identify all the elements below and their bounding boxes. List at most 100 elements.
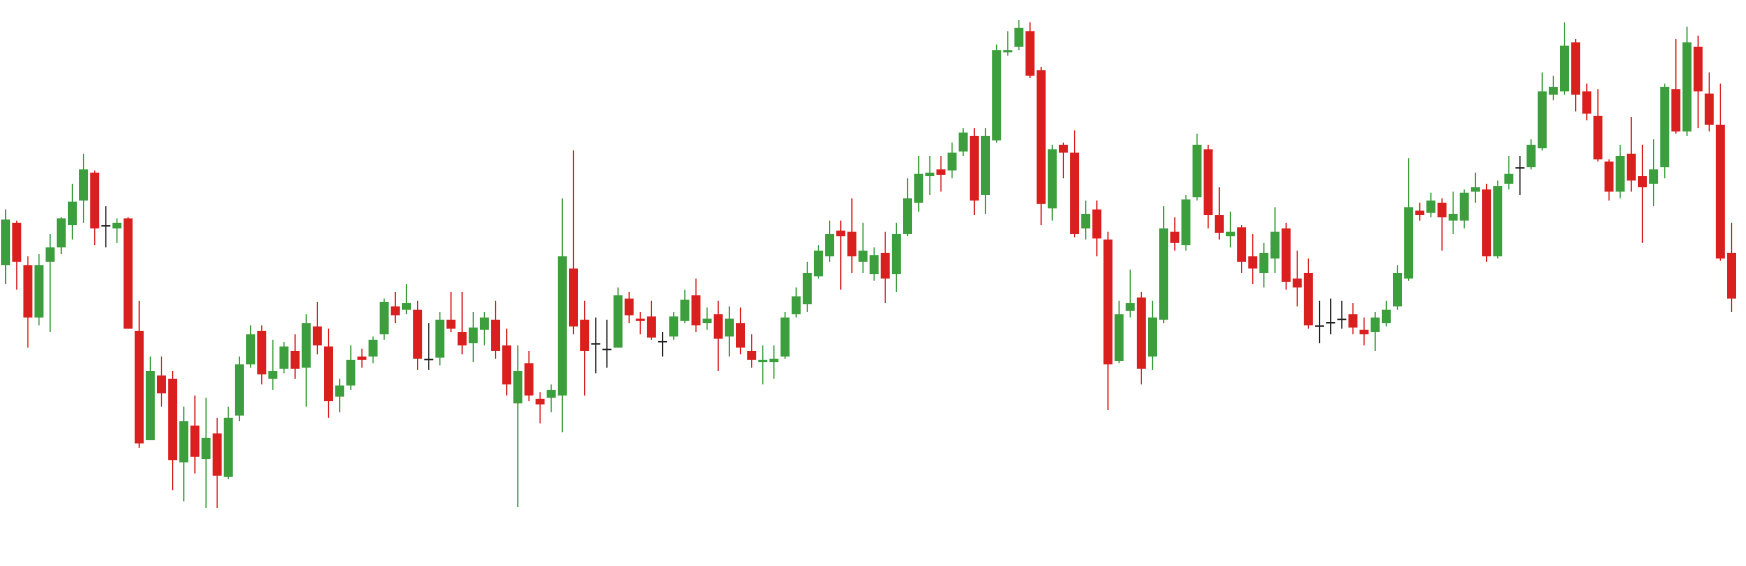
candle-body <box>691 295 701 326</box>
candle-body <box>1671 89 1681 132</box>
candle-body <box>1727 252 1737 299</box>
candle-body <box>1148 317 1158 357</box>
candle-body <box>56 218 66 248</box>
candle-body <box>23 265 33 318</box>
candle-body <box>1582 91 1592 114</box>
candle-body <box>635 318 645 321</box>
candle-body <box>914 173 924 203</box>
candle-body <box>1047 149 1057 209</box>
candle-body <box>1248 256 1258 269</box>
candle-body <box>1 219 11 266</box>
candle-body <box>980 135 990 195</box>
candle-body <box>379 301 389 335</box>
candle-body <box>1515 167 1525 169</box>
candle-body <box>1292 278 1302 288</box>
candle-body <box>1114 314 1124 361</box>
candle-body <box>747 350 757 360</box>
candle-body <box>168 378 178 461</box>
candle-body <box>1203 149 1213 216</box>
candle-body <box>1392 272 1402 307</box>
candle-body <box>847 231 857 257</box>
candle-body <box>468 327 478 344</box>
candle-body <box>858 250 868 262</box>
candle-body <box>79 169 89 201</box>
candle-body <box>891 233 901 275</box>
candle-body <box>1548 86 1558 95</box>
candle-body <box>90 172 100 229</box>
candle-body <box>1070 152 1080 234</box>
candle-body <box>12 222 22 262</box>
candle-body <box>969 135 979 201</box>
candle-body <box>246 334 256 365</box>
candle-body <box>401 303 411 310</box>
candle-body <box>1270 231 1280 259</box>
candle-body <box>702 318 712 324</box>
candle-body <box>335 385 345 397</box>
candle-body <box>1482 189 1492 257</box>
candle-body <box>1649 169 1659 184</box>
candle-body <box>1058 144 1068 153</box>
candle-body <box>791 296 801 315</box>
candle-body <box>869 255 879 275</box>
candle-body <box>758 359 768 363</box>
candle-body <box>1303 272 1313 326</box>
candle-body <box>346 359 356 386</box>
candle-body <box>268 371 278 379</box>
candle-body <box>602 348 612 351</box>
candle-body <box>1125 303 1135 311</box>
candle-body <box>1682 42 1692 132</box>
candle-body <box>802 272 812 305</box>
candle-body <box>1426 200 1436 213</box>
candle-body <box>1493 186 1503 257</box>
candle-body <box>1370 317 1380 333</box>
candle-body <box>1214 215 1224 233</box>
candle-body <box>112 222 122 229</box>
candle-body <box>1459 192 1469 221</box>
candle-body <box>780 317 790 357</box>
candle-body <box>234 364 244 416</box>
candle-body <box>123 218 133 329</box>
candle-body <box>201 437 211 460</box>
candle-body <box>301 323 311 368</box>
candle-body <box>958 132 968 152</box>
candle-body <box>646 316 656 338</box>
candle-body <box>1315 325 1325 327</box>
candle-body <box>546 389 556 398</box>
candle-body <box>1136 297 1146 369</box>
candle-body <box>1526 144 1536 168</box>
candle-body <box>557 256 567 396</box>
candle-body <box>1003 50 1013 53</box>
candle-body <box>992 50 1002 141</box>
candle-body <box>190 425 200 457</box>
candle-body <box>1092 209 1102 239</box>
candle-body <box>457 332 467 346</box>
candle-body <box>1571 42 1581 95</box>
candle-body <box>1504 173 1514 184</box>
candle-body <box>1103 239 1113 365</box>
candle-body <box>1660 86 1670 168</box>
candle-body <box>413 309 423 359</box>
candle-body <box>1326 321 1336 324</box>
candle-body <box>880 252 890 279</box>
candle-body <box>1637 176 1647 188</box>
candle-body <box>1081 213 1091 229</box>
candle-body <box>669 316 679 337</box>
candle-body <box>925 172 935 177</box>
candle-body <box>257 330 267 375</box>
candle-body <box>1359 329 1369 335</box>
candle-body <box>1704 93 1714 125</box>
candle-body <box>1404 207 1414 279</box>
candle-body <box>1259 252 1269 273</box>
candle-body <box>45 247 55 262</box>
candle-body <box>1159 228 1169 320</box>
candle-body <box>357 356 367 360</box>
candle-body <box>424 358 434 361</box>
candle-body <box>1025 31 1035 76</box>
candle-body <box>947 152 957 171</box>
candle-body <box>825 233 835 257</box>
candle-body <box>658 340 668 343</box>
candle-body <box>1237 227 1247 262</box>
candle-body <box>134 330 144 444</box>
candle-body <box>390 306 400 316</box>
candle-body <box>1225 231 1235 237</box>
